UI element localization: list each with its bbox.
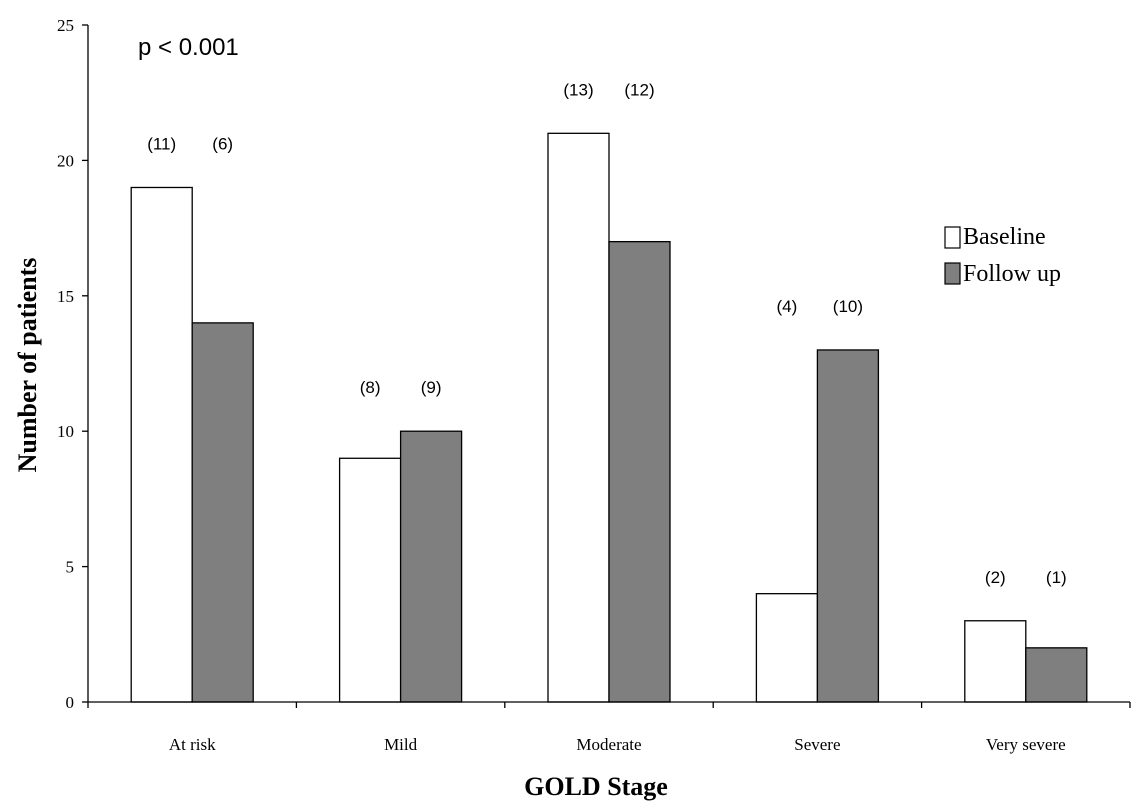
legend-swatch-baseline bbox=[944, 226, 961, 249]
bars-layer bbox=[130, 132, 1088, 703]
bar-follow-up bbox=[1025, 647, 1088, 703]
bar-baseline bbox=[547, 132, 610, 703]
axes-layer bbox=[87, 25, 1130, 703]
x-tick-label: Severe bbox=[794, 735, 840, 754]
y-tick-label: 10 bbox=[57, 422, 74, 441]
legend-label-baseline: Baseline bbox=[963, 224, 1046, 250]
y-tick-label: 20 bbox=[57, 151, 74, 170]
bar-label-follow-up: (6) bbox=[212, 134, 233, 153]
x-tick-label: Mild bbox=[384, 735, 418, 754]
p-value-annotation: p < 0.001 bbox=[138, 34, 239, 61]
bar-label-follow-up: (9) bbox=[421, 378, 442, 397]
bar-follow-up bbox=[399, 430, 463, 703]
x-tick-label: Moderate bbox=[576, 735, 641, 754]
bar-label-follow-up: (1) bbox=[1046, 568, 1067, 587]
bar-label-follow-up: (10) bbox=[833, 297, 863, 316]
bar-baseline bbox=[755, 593, 819, 703]
legend-label-follow-up: Follow up bbox=[963, 261, 1061, 287]
y-axis-title: Number of patients bbox=[13, 258, 42, 473]
bar-baseline bbox=[130, 186, 193, 703]
x-tick-label: At risk bbox=[169, 735, 216, 754]
bar-follow-up bbox=[608, 240, 671, 703]
y-ticks-layer: 0 5 10 15 20 25 bbox=[57, 16, 88, 712]
bar-follow-up bbox=[191, 322, 254, 703]
bar-follow-up bbox=[816, 349, 880, 703]
bar-label-baseline: (13) bbox=[563, 80, 593, 99]
bar-label-baseline: (4) bbox=[777, 297, 798, 316]
y-tick-label: 5 bbox=[66, 558, 75, 577]
y-tick-label: 15 bbox=[57, 287, 74, 306]
legend: Baseline Follow up bbox=[944, 224, 1061, 287]
bar-label-baseline: (8) bbox=[360, 378, 381, 397]
bar-baseline bbox=[964, 620, 1027, 703]
bar-label-baseline: (2) bbox=[985, 568, 1006, 587]
x-axis-title: GOLD Stage bbox=[524, 772, 668, 801]
x-ticks-layer: At risk Mild Moderate Severe Very severe bbox=[87, 702, 1131, 754]
bar-baseline bbox=[338, 457, 402, 703]
bar-label-baseline: (11) bbox=[147, 134, 176, 153]
x-tick-label: Very severe bbox=[986, 735, 1066, 754]
bar-label-follow-up: (12) bbox=[624, 80, 654, 99]
bar-labels-layer: (11) (6) (8) (9) (13) (12) (4) (10) (2) (1) bbox=[147, 80, 1066, 586]
y-tick-label: 0 bbox=[66, 693, 75, 712]
legend-swatch-follow-up bbox=[944, 262, 961, 285]
y-tick-label: 25 bbox=[57, 16, 74, 35]
